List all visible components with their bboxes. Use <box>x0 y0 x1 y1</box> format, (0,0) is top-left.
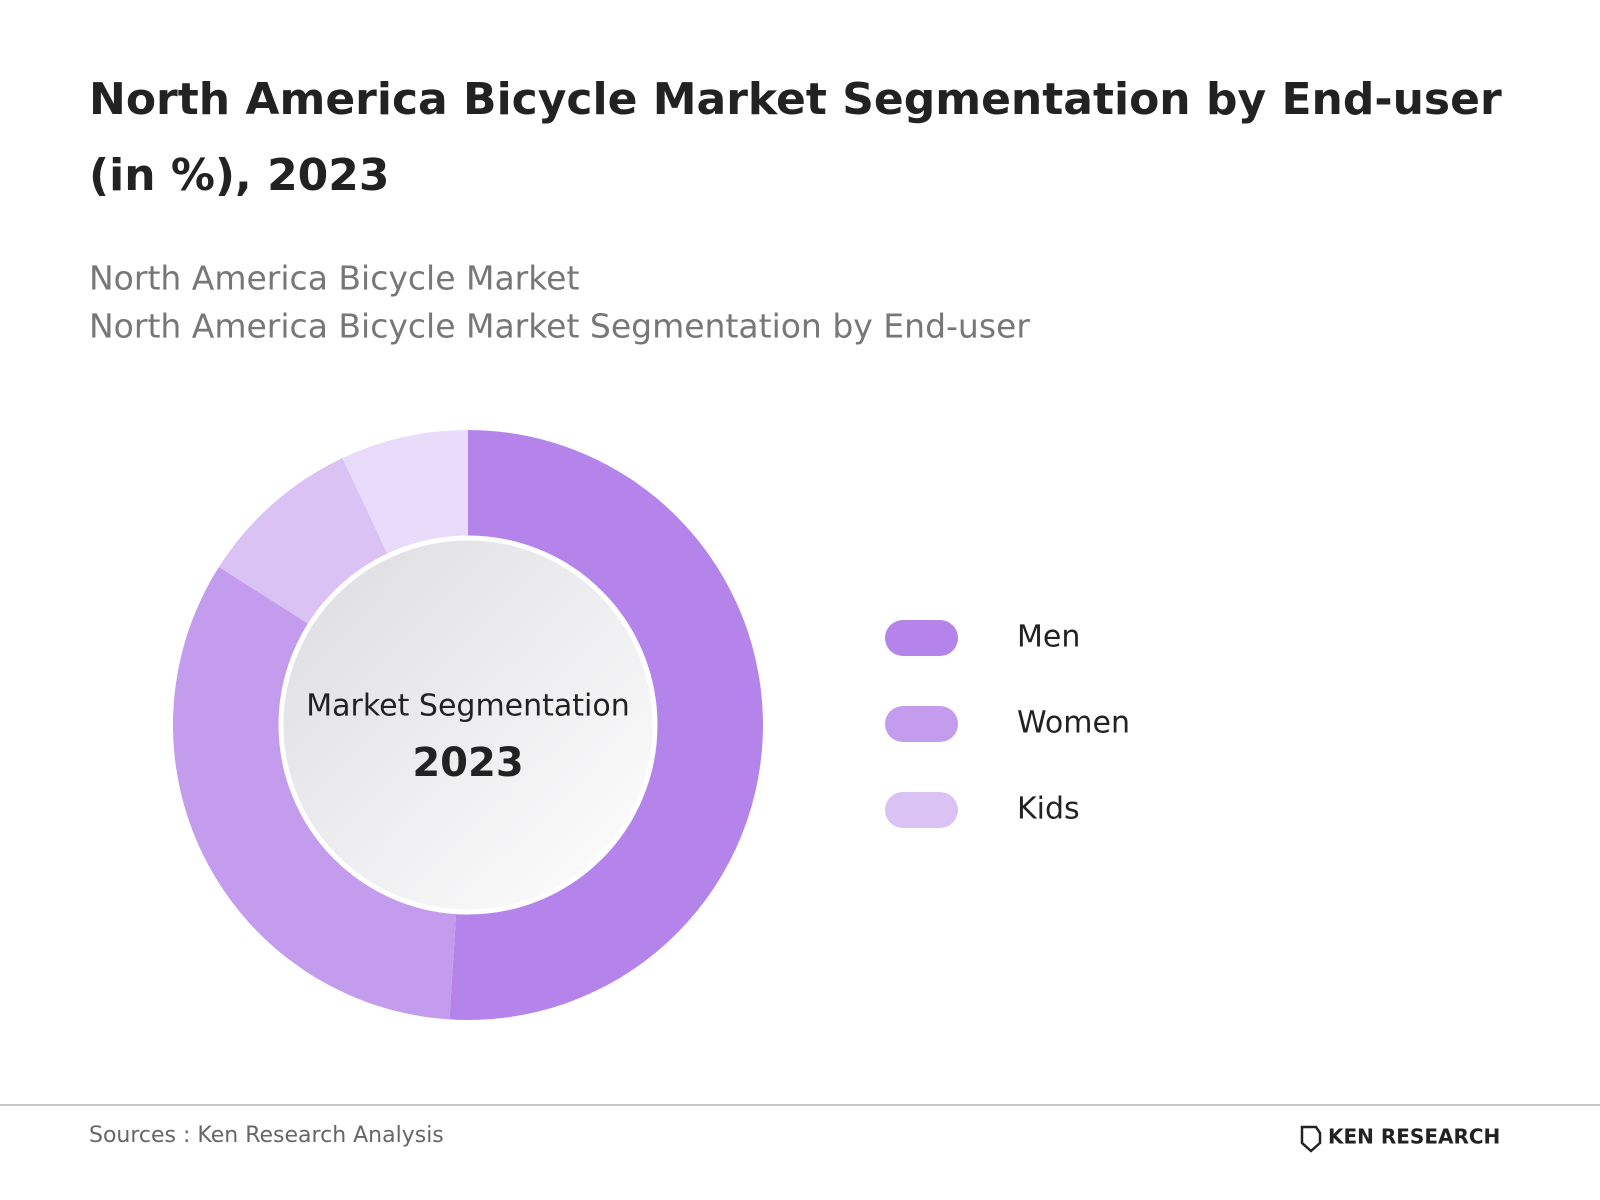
donut-segment <box>173 566 457 1020</box>
donut <box>173 430 763 1020</box>
donut-segment <box>449 430 763 1020</box>
legend: Men Women Kids <box>885 620 1130 828</box>
legend-swatch <box>885 792 958 828</box>
donut-segment <box>218 458 388 624</box>
title-line: (in %), 2023 <box>89 150 390 201</box>
subtitle: North America Bicycle Market <box>89 259 579 298</box>
legend-swatch <box>885 706 958 742</box>
center-label: Market Segmentation <box>306 689 630 724</box>
donut-segment <box>342 430 468 554</box>
chart-title: North America Bicycle Market Segmentatio… <box>89 74 1502 201</box>
legend-label: Kids <box>1017 792 1080 827</box>
brand-logo <box>1300 1125 1322 1153</box>
subtitle: North America Bicycle Market Segmentatio… <box>89 307 1030 346</box>
legend-swatch <box>885 620 958 656</box>
source: Sources : Ken Research Analysis <box>89 1123 444 1148</box>
legend-label: Women <box>1017 706 1130 741</box>
brand: KEN RESEARCH <box>1328 1125 1500 1149</box>
legend-label: Men <box>1017 620 1080 655</box>
center-year: 2023 <box>412 740 523 786</box>
center-disc <box>278 535 658 915</box>
title-line: North America Bicycle Market Segmentatio… <box>89 74 1502 125</box>
